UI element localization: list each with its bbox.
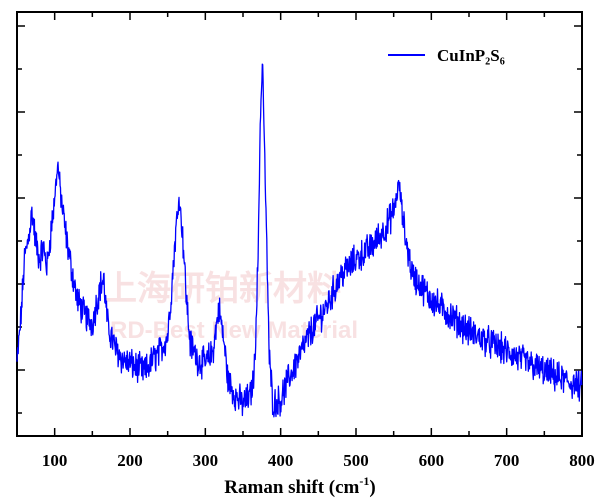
x-tick-label: 500 — [343, 451, 369, 470]
watermark-chinese: 上海研铂新材料 — [103, 269, 341, 309]
x-axis-label-sup: -1 — [359, 474, 369, 488]
x-tick-label: 600 — [419, 451, 445, 470]
x-tick-label: 200 — [117, 451, 143, 470]
plot-frame — [16, 11, 583, 437]
x-axis-ticks — [16, 12, 583, 436]
x-axis-label-main: Raman shift (cm — [224, 477, 359, 498]
x-axis-label-close: ) — [369, 477, 375, 498]
x-axis-label: Raman shift (cm-1) — [224, 474, 375, 498]
x-tick-label: 400 — [268, 451, 294, 470]
x-axis-tick-labels: 100 200 300 400 500 600 700 800 — [42, 451, 595, 470]
legend: CuInP₂S₆ — [388, 46, 505, 65]
x-tick-label: 800 — [569, 451, 595, 470]
x-tick-label: 700 — [494, 451, 520, 470]
series-line-cuinp2s6 — [16, 63, 583, 418]
y-axis-ticks — [17, 25, 582, 414]
legend-label: CuInP₂S₆ — [437, 46, 505, 65]
x-tick-label: 100 — [42, 451, 68, 470]
x-tick-label: 300 — [193, 451, 219, 470]
